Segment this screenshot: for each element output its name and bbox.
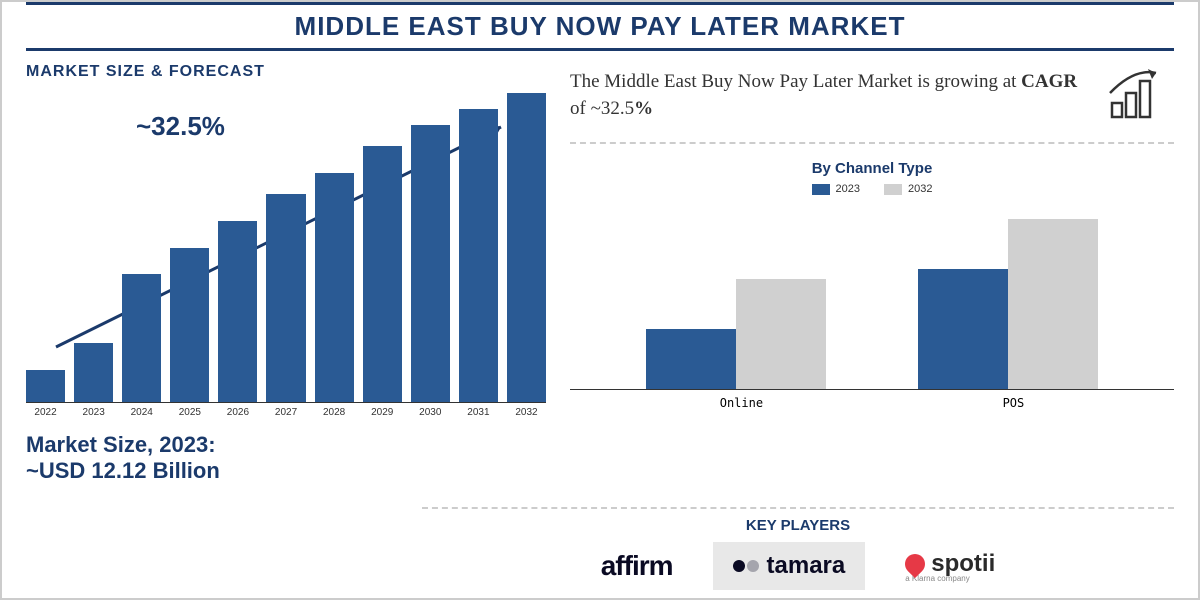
forecast-chart: ~32.5%	[26, 93, 546, 403]
forecast-bar	[26, 370, 65, 402]
logo-spotii: spotii a Klarna company	[905, 550, 995, 583]
legend-item: 2032	[884, 183, 932, 195]
page-title: MIDDLE EAST BUY NOW PAY LATER MARKET	[26, 11, 1174, 42]
forecast-bar	[122, 274, 161, 402]
market-size-header: Market Size, 2023:	[26, 432, 1174, 458]
forecast-section-title: MARKET SIZE & FORECAST	[26, 63, 546, 81]
content-row: MARKET SIZE & FORECAST ~32.5% 2022202320…	[2, 51, 1198, 418]
legend-label: 2032	[908, 183, 932, 195]
forecast-bar	[266, 194, 305, 402]
year-label: 2028	[315, 407, 354, 418]
legend-label: 2023	[836, 183, 860, 195]
channel-bar	[736, 279, 826, 389]
forecast-bar	[315, 173, 354, 402]
channel-category-label: Online	[720, 396, 763, 410]
year-label: 2024	[122, 407, 161, 418]
channel-chart-title: By Channel Type	[570, 160, 1174, 177]
year-label: 2023	[74, 407, 113, 418]
channel-x-labels: Online POS	[570, 396, 1174, 410]
year-label: 2027	[266, 407, 305, 418]
channel-bar	[646, 329, 736, 389]
year-label: 2030	[411, 407, 450, 418]
year-label: 2025	[170, 407, 209, 418]
channel-bar	[1008, 219, 1098, 389]
forecast-bar	[218, 221, 257, 402]
summary-text: The Middle East Buy Now Pay Later Market…	[570, 69, 1084, 122]
summary-prefix: The Middle East Buy Now Pay Later Market…	[570, 71, 1021, 92]
year-label: 2031	[459, 407, 498, 418]
forecast-bars	[26, 93, 546, 402]
growth-chart-icon	[1104, 63, 1174, 128]
channel-group	[918, 219, 1098, 389]
right-column: The Middle East Buy Now Pay Later Market…	[570, 63, 1174, 418]
title-bar: MIDDLE EAST BUY NOW PAY LATER MARKET	[26, 2, 1174, 51]
channel-category-label: POS	[1003, 396, 1025, 410]
legend-swatch	[884, 184, 902, 195]
infographic-frame: { "title": "MIDDLE EAST BUY NOW PAY LATE…	[0, 0, 1200, 600]
year-label: 2026	[218, 407, 257, 418]
year-label: 2022	[26, 407, 65, 418]
tamara-text: tamara	[767, 552, 846, 580]
summary-row: The Middle East Buy Now Pay Later Market…	[570, 63, 1174, 144]
channel-group	[646, 279, 826, 389]
logos-row: affirm tamara spotii a Klarna company	[422, 542, 1174, 590]
key-players-section: KEY PLAYERS affirm tamara spotii a Klarn…	[422, 507, 1174, 590]
year-label: 2029	[363, 407, 402, 418]
key-players-title: KEY PLAYERS	[422, 507, 1174, 534]
legend-item: 2023	[812, 183, 860, 195]
left-column: MARKET SIZE & FORECAST ~32.5% 2022202320…	[26, 63, 546, 418]
forecast-bar	[363, 146, 402, 402]
tamara-dots-icon	[733, 560, 759, 572]
forecast-bar	[74, 343, 113, 402]
summary-mid: of ~32.5	[570, 98, 634, 119]
forecast-bar	[170, 248, 209, 403]
legend-swatch	[812, 184, 830, 195]
channel-chart	[570, 205, 1174, 390]
forecast-bar	[507, 93, 546, 402]
market-size-value: ~USD 12.12 Billion	[26, 458, 1174, 484]
logo-affirm: affirm	[601, 550, 673, 582]
forecast-bar	[411, 125, 450, 402]
forecast-x-labels: 2022 2023 2024 2025 2026 2027 2028 2029 2030 2031…	[26, 407, 546, 418]
logo-tamara: tamara	[713, 542, 866, 590]
summary-cagr: CAGR	[1021, 71, 1077, 92]
channel-bar	[918, 269, 1008, 389]
summary-pct: %	[634, 98, 653, 119]
forecast-bar	[459, 109, 498, 402]
year-label: 2032	[507, 407, 546, 418]
channel-legend: 2023 2032	[570, 183, 1174, 195]
market-size-block: Market Size, 2023: ~USD 12.12 Billion	[2, 432, 1198, 484]
